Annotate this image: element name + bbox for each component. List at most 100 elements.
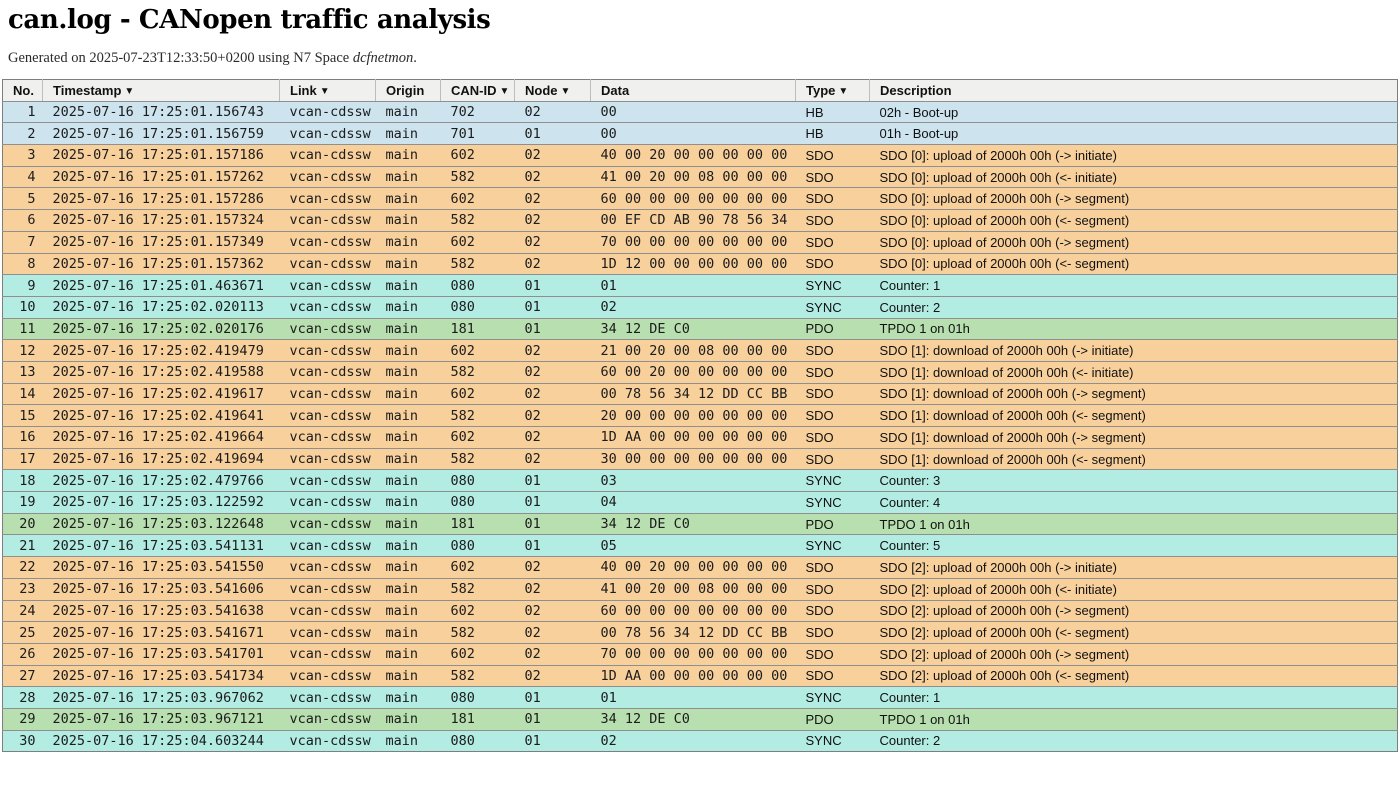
cell-no: 19 [2,491,43,514]
cell-description: Counter: 3 [869,469,1398,492]
cell-no: 2 [2,122,43,145]
cell-type: SDO [795,577,870,600]
cell-type: SYNC [795,274,870,297]
cell-data: 60 00 00 00 00 00 00 00 [590,187,796,210]
table-row: 19 2025-07-16 17:25:03.122592 vcan-cdssw… [2,491,1398,514]
cell-timestamp: 2025-07-16 17:25:01.157286 [42,187,280,210]
table-row: 13 2025-07-16 17:25:02.419588 vcan-cdssw… [2,360,1398,384]
cell-link: vcan-cdssw [279,642,376,666]
cell-can-id: 080 [440,295,515,319]
cell-origin: main [375,729,441,752]
column-header-type[interactable]: Type ▼ [795,79,870,102]
cell-no: 8 [2,252,43,275]
table-row: 23 2025-07-16 17:25:03.541606 vcan-cdssw… [2,577,1398,600]
cell-timestamp: 2025-07-16 17:25:02.419694 [42,447,280,470]
cell-origin: main [375,556,441,579]
cell-origin: main [375,642,441,666]
cell-data: 60 00 20 00 00 00 00 00 [590,360,796,384]
cell-node: 01 [514,122,591,145]
cell-no: 30 [2,729,43,752]
cell-no: 17 [2,447,43,470]
cell-timestamp: 2025-07-16 17:25:01.157186 [42,144,280,167]
cell-timestamp: 2025-07-16 17:25:03.541734 [42,664,280,687]
cell-origin: main [375,209,441,232]
cell-node: 01 [514,317,591,340]
table-row: 1 2025-07-16 17:25:01.156743 vcan-cdssw … [2,100,1398,123]
table-row: 18 2025-07-16 17:25:02.479766 vcan-cdssw… [2,469,1398,492]
cell-link: vcan-cdssw [279,360,376,384]
cell-no: 20 [2,512,43,535]
cell-type: SDO [795,187,870,210]
cell-type: SYNC [795,469,870,492]
cell-no: 22 [2,556,43,579]
cell-can-id: 602 [440,556,515,579]
cell-node: 02 [514,230,591,253]
cell-no: 4 [2,165,43,188]
table-row: 4 2025-07-16 17:25:01.157262 vcan-cdssw … [2,165,1398,188]
cell-node: 01 [514,274,591,297]
cell-type: SDO [795,664,870,687]
table-row: 27 2025-07-16 17:25:03.541734 vcan-cdssw… [2,664,1398,687]
table-row: 24 2025-07-16 17:25:03.541638 vcan-cdssw… [2,599,1398,622]
cell-node: 02 [514,577,591,600]
cell-data: 00 EF CD AB 90 78 56 34 [590,209,796,232]
cell-no: 7 [2,230,43,253]
cell-origin: main [375,339,441,362]
cell-data: 41 00 20 00 08 00 00 00 [590,577,796,600]
cell-no: 6 [2,209,43,232]
cell-timestamp: 2025-07-16 17:25:03.541671 [42,621,280,644]
cell-timestamp: 2025-07-16 17:25:02.419588 [42,360,280,384]
cell-no: 21 [2,534,43,557]
cell-description: TPDO 1 on 01h [869,512,1398,535]
cell-link: vcan-cdssw [279,144,376,167]
cell-type: PDO [795,512,870,535]
cell-node: 01 [514,469,591,492]
cell-link: vcan-cdssw [279,100,376,123]
sort-desc-icon: ▼ [499,85,510,97]
cell-origin: main [375,295,441,319]
cell-node: 02 [514,426,591,449]
cell-no: 27 [2,664,43,687]
cell-origin: main [375,230,441,253]
cell-type: SDO [795,165,870,188]
cell-description: SDO [1]: download of 2000h 00h (<- segme… [869,447,1398,470]
cell-type: PDO [795,707,870,731]
cell-node: 02 [514,187,591,210]
cell-link: vcan-cdssw [279,339,376,362]
column-header-can-id[interactable]: CAN-ID ▼ [440,79,515,102]
column-header-no: No. [2,79,43,102]
column-header-link[interactable]: Link ▼ [279,79,376,102]
cell-origin: main [375,317,441,340]
cell-timestamp: 2025-07-16 17:25:03.541701 [42,642,280,666]
cell-node: 02 [514,382,591,405]
cell-type: SYNC [795,295,870,319]
cell-data: 1D AA 00 00 00 00 00 00 [590,664,796,687]
cell-can-id: 181 [440,707,515,731]
table-row: 30 2025-07-16 17:25:04.603244 vcan-cdssw… [2,729,1398,752]
cell-can-id: 602 [440,642,515,666]
column-header-node[interactable]: Node ▼ [514,79,591,102]
column-header-origin: Origin [375,79,441,102]
cell-timestamp: 2025-07-16 17:25:02.419617 [42,382,280,405]
cell-timestamp: 2025-07-16 17:25:03.541606 [42,577,280,600]
table-body: 1 2025-07-16 17:25:01.156743 vcan-cdssw … [2,100,1398,752]
cell-node: 02 [514,252,591,275]
cell-no: 13 [2,360,43,384]
cell-can-id: 080 [440,469,515,492]
cell-can-id: 582 [440,209,515,232]
cell-no: 9 [2,274,43,297]
cell-data: 34 12 DE C0 [590,317,796,340]
cell-data: 70 00 00 00 00 00 00 00 [590,230,796,253]
cell-no: 28 [2,686,43,709]
cell-node: 02 [514,664,591,687]
cell-description: SDO [1]: download of 2000h 00h (<- initi… [869,360,1398,384]
cell-link: vcan-cdssw [279,404,376,427]
cell-can-id: 080 [440,274,515,297]
cell-origin: main [375,100,441,123]
cell-node: 01 [514,512,591,535]
cell-can-id: 602 [440,382,515,405]
column-header-timestamp[interactable]: Timestamp ▼ [42,79,280,102]
cell-can-id: 080 [440,729,515,752]
cell-link: vcan-cdssw [279,621,376,644]
cell-link: vcan-cdssw [279,707,376,731]
